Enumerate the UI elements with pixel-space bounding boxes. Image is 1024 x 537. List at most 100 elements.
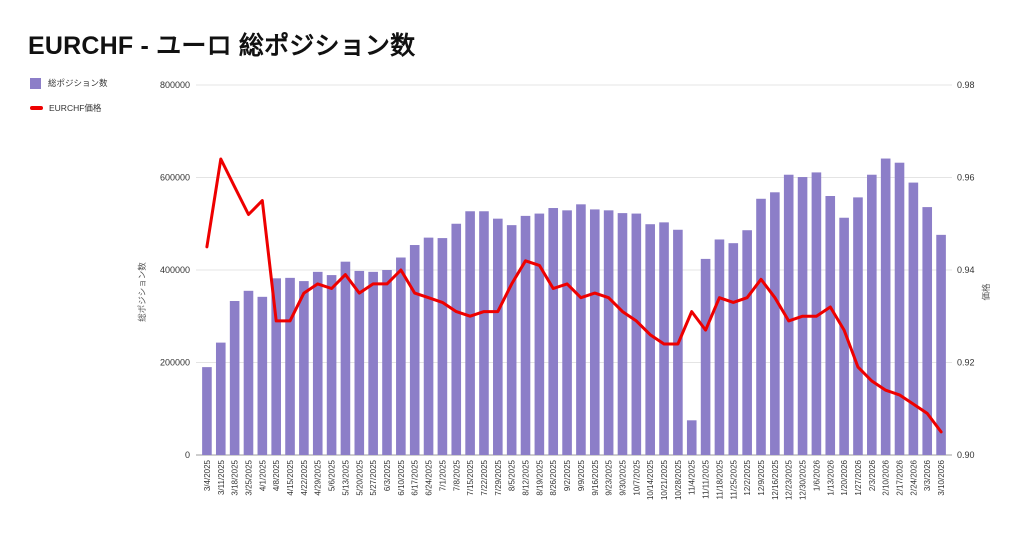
legend-label: 総ポジション数 — [48, 78, 108, 88]
x-axis-date-label: 1/20/2026 — [840, 459, 849, 495]
x-axis-date-label: 9/2/2025 — [563, 459, 572, 491]
bar — [451, 223, 462, 455]
right-axis-tick-label: 0.90 — [957, 450, 975, 460]
x-axis-date-label: 10/28/2025 — [674, 459, 683, 500]
bar — [312, 271, 323, 455]
bar — [756, 198, 766, 455]
bar — [534, 213, 545, 455]
bar — [853, 197, 863, 455]
x-axis-date-label: 1/6/2026 — [812, 459, 821, 491]
x-axis-date-label: 3/10/2026 — [937, 459, 946, 495]
bar — [825, 196, 836, 455]
left-axis-tick-label: 800000 — [160, 80, 190, 90]
legend: 総ポジション数 EURCHF価格 — [30, 76, 108, 126]
bar — [396, 257, 406, 455]
bar — [659, 222, 669, 455]
legend-item-positions: 総ポジション数 — [30, 76, 108, 90]
bar — [576, 204, 586, 455]
x-axis-date-label: 2/3/2026 — [868, 459, 877, 491]
x-axis-date-label: 8/19/2025 — [535, 459, 544, 495]
bar — [354, 270, 365, 455]
bar — [479, 211, 489, 455]
x-axis-date-label: 6/3/2025 — [383, 459, 392, 491]
x-axis-date-label: 6/24/2025 — [425, 459, 434, 495]
x-axis-date-label: 11/18/2025 — [715, 459, 724, 499]
bar — [285, 277, 295, 455]
bar — [520, 215, 531, 455]
bar — [409, 245, 420, 455]
bar — [880, 158, 891, 455]
x-axis-date-label: 12/2/2025 — [743, 459, 752, 495]
bar — [229, 300, 240, 455]
bar — [368, 271, 378, 455]
bar — [770, 192, 780, 456]
legend-item-price: EURCHF価格 — [30, 101, 108, 115]
bar — [562, 210, 572, 455]
x-axis-date-label: 3/3/2026 — [923, 459, 932, 491]
left-axis-tick-label: 600000 — [160, 173, 190, 183]
bar — [243, 290, 254, 455]
bar — [631, 213, 642, 455]
bar — [257, 296, 268, 455]
x-axis-date-label: 10/7/2025 — [632, 459, 641, 495]
bar — [700, 258, 711, 455]
bar — [603, 210, 614, 455]
x-axis-date-label: 4/29/2025 — [314, 459, 323, 495]
line-swatch-icon — [30, 106, 43, 110]
x-axis-date-label: 5/13/2025 — [341, 459, 350, 495]
bar — [867, 174, 877, 455]
x-axis-date-label: 6/10/2025 — [397, 459, 406, 495]
x-axis-date-label: 12/9/2025 — [757, 459, 766, 495]
x-axis-date-label: 3/25/2025 — [244, 459, 253, 495]
x-axis-date-label: 7/15/2025 — [466, 459, 475, 495]
bar — [326, 275, 337, 455]
bar — [382, 270, 392, 455]
x-axis-date-label: 3/18/2025 — [231, 459, 240, 495]
right-axis-tick-label: 0.96 — [957, 173, 975, 183]
x-axis-date-label: 4/1/2025 — [258, 459, 267, 491]
bar — [465, 211, 475, 455]
x-axis-date-label: 5/6/2025 — [328, 459, 337, 491]
x-axis-date-label: 11/11/2025 — [702, 459, 711, 498]
x-axis-date-label: 3/11/2025 — [217, 459, 226, 495]
left-axis-title: 総ポジション数 — [137, 262, 147, 322]
x-axis-date-label: 2/10/2026 — [882, 459, 891, 495]
bar — [936, 234, 946, 455]
left-axis-tick-label: 200000 — [160, 358, 190, 368]
x-axis-date-label: 7/8/2025 — [452, 459, 461, 491]
bar — [423, 237, 434, 455]
bar — [548, 208, 559, 455]
price-line — [205, 157, 943, 434]
bar — [493, 218, 503, 455]
left-axis-tick-label: 0 — [185, 450, 190, 460]
bar — [589, 209, 600, 455]
bar — [506, 225, 517, 455]
bar — [437, 238, 448, 455]
x-axis-date-label: 4/8/2025 — [272, 459, 281, 491]
bar — [783, 174, 794, 455]
bar — [202, 367, 212, 455]
right-axis-tick-label: 0.92 — [957, 358, 975, 368]
bar-swatch-icon — [30, 77, 41, 89]
bar — [271, 278, 281, 455]
x-axis-date-label: 2/24/2026 — [909, 459, 918, 495]
bar — [617, 213, 628, 455]
page-title: EURCHF - ユーロ 総ポジション数 — [28, 32, 416, 60]
x-axis-date-label: 9/16/2025 — [591, 459, 600, 495]
legend-label: EURCHF価格 — [49, 103, 102, 113]
x-axis-date-label: 8/12/2025 — [522, 459, 531, 495]
bar — [340, 261, 351, 455]
x-axis-date-label: 1/13/2026 — [826, 459, 835, 495]
x-axis-date-label: 11/4/2025 — [688, 459, 697, 495]
x-axis-date-label: 10/14/2025 — [646, 459, 655, 500]
x-axis-date-label: 12/30/2025 — [799, 459, 808, 500]
bar — [922, 207, 933, 455]
x-axis-date-label: 2/17/2026 — [896, 459, 905, 495]
bar — [742, 230, 752, 455]
x-axis-date-label: 9/9/2025 — [577, 459, 586, 491]
x-axis-date-label: 11/25/2025 — [729, 459, 738, 499]
x-axis-date-label: 8/5/2025 — [508, 459, 517, 491]
x-axis-date-label: 10/21/2025 — [660, 459, 669, 500]
